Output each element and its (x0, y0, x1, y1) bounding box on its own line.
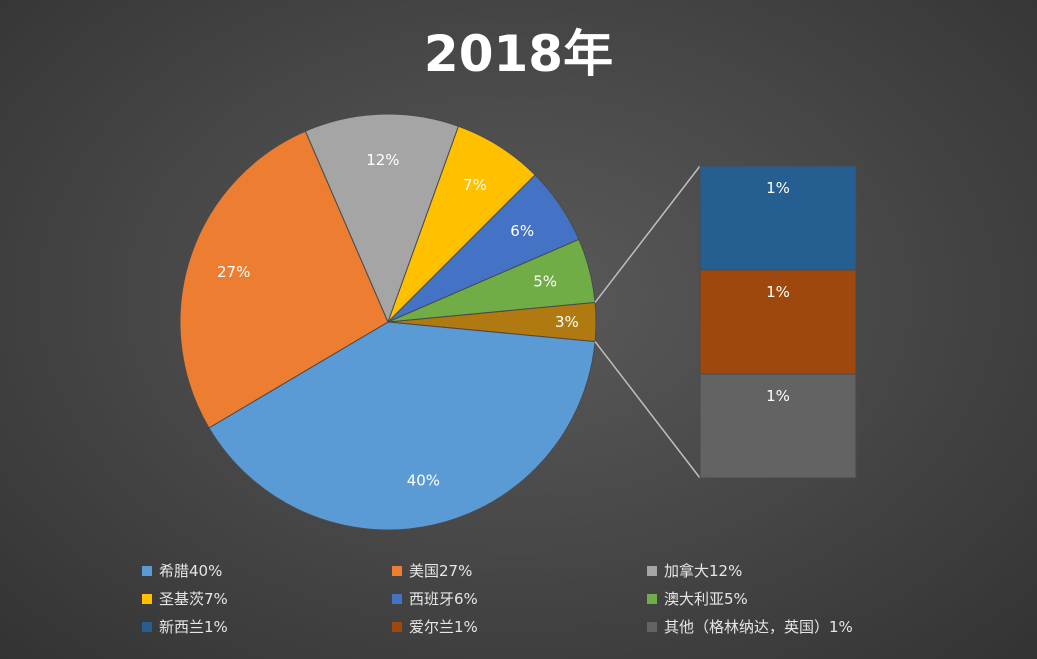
legend-label: 澳大利亚5% (664, 590, 748, 608)
legend-swatch (647, 593, 657, 604)
bar-segment-label: 1% (766, 179, 790, 197)
legend-swatch (647, 565, 657, 576)
slice-data-label: 27% (217, 263, 250, 281)
pie-slice (179, 130, 389, 429)
legend-swatch (392, 593, 402, 604)
bar-segment (699, 269, 857, 375)
legend-entry: 加拿大12% (647, 560, 937, 581)
bar-segment (699, 165, 857, 271)
legend-entry: 西班牙6% (392, 588, 647, 609)
pie: 3% 40% 27% 12% 7% 6% 5% (179, 113, 597, 531)
slice-data-label: 7% (463, 176, 487, 194)
pie-slice (208, 321, 596, 531)
legend-entry: 澳大利亚5% (647, 588, 937, 609)
legend-label: 其他（格林纳达，英国）1% (664, 618, 853, 636)
slice-data-label: 6% (510, 222, 534, 240)
legend-entry: 新西兰1% (142, 616, 392, 637)
secondary-bar: 1% 1% 1% (699, 165, 857, 479)
connector-line (594, 341, 701, 479)
legend-label: 西班牙6% (409, 590, 478, 608)
bar-segment (699, 373, 857, 479)
pie-slice (304, 113, 460, 324)
legend-label: 希腊40% (159, 562, 223, 580)
legend-label: 圣基茨7% (159, 590, 228, 608)
slice-data-label: 12% (366, 151, 399, 169)
legend-label: 加拿大12% (664, 562, 743, 580)
legend-entry: 希腊40% (142, 560, 392, 581)
legend-label: 美国27% (409, 562, 473, 580)
bar-segment-label: 1% (766, 283, 790, 301)
slice-data-label: 40% (407, 471, 440, 489)
legend-label: 爱尔兰1% (409, 618, 478, 636)
slice-data-label: 5% (533, 273, 557, 291)
legend-swatch (142, 565, 152, 576)
legend-entry: 圣基茨7% (142, 588, 392, 609)
legend-swatch (392, 621, 402, 632)
legend-entry: 爱尔兰1% (392, 616, 647, 637)
connector-lines (594, 165, 701, 479)
legend-swatch (392, 565, 402, 576)
legend-entry: 其他（格林纳达，英国）1% (647, 616, 937, 637)
chart-title: 2018年 (423, 25, 614, 83)
slice-data-label: 3% (555, 313, 579, 331)
legend-swatch (647, 621, 657, 632)
legend-entry: 美国27% (392, 560, 647, 581)
legend-swatch (142, 621, 152, 632)
connector-line (594, 165, 701, 303)
legend-swatch (142, 593, 152, 604)
legend-label: 新西兰1% (159, 618, 228, 636)
legend: 希腊40% 美国27% 加拿大12% 圣基茨7% 西班牙6% 澳大利亚5% 新西兰1% 爱尔兰… (142, 560, 942, 637)
bar-segment-label: 1% (766, 387, 790, 405)
